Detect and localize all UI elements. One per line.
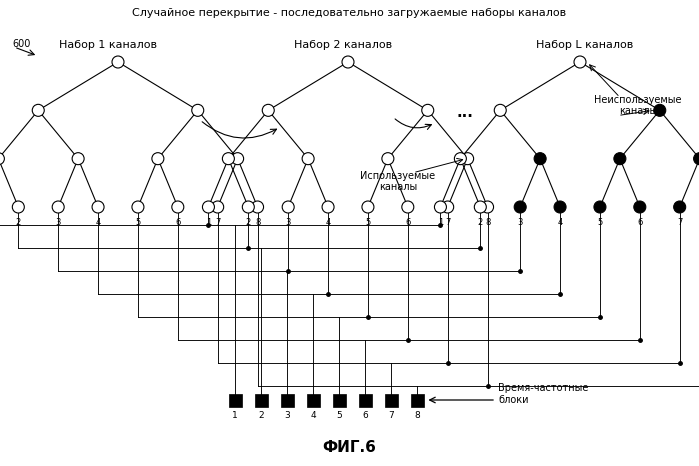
Circle shape xyxy=(594,201,606,213)
Text: 8: 8 xyxy=(255,218,260,227)
Bar xyxy=(333,393,345,406)
Circle shape xyxy=(243,201,254,213)
Text: Набор 1 каналов: Набор 1 каналов xyxy=(59,40,157,50)
Text: 1: 1 xyxy=(232,411,238,419)
Text: 7: 7 xyxy=(215,218,220,227)
Text: 6: 6 xyxy=(637,218,642,227)
Circle shape xyxy=(475,201,487,213)
Circle shape xyxy=(402,201,414,213)
Circle shape xyxy=(482,201,493,213)
Circle shape xyxy=(461,153,474,164)
Text: Используемые
каналы: Используемые каналы xyxy=(361,171,435,192)
Text: Случайное перекрытие - последовательно загружаемые наборы каналов: Случайное перекрытие - последовательно з… xyxy=(132,8,566,18)
Circle shape xyxy=(554,201,566,213)
Bar xyxy=(359,393,371,406)
Circle shape xyxy=(52,201,64,213)
Circle shape xyxy=(192,104,203,116)
Circle shape xyxy=(362,201,374,213)
Text: 5: 5 xyxy=(366,218,370,227)
Text: 2: 2 xyxy=(15,218,21,227)
Circle shape xyxy=(252,201,264,213)
Circle shape xyxy=(262,104,274,116)
Circle shape xyxy=(454,153,466,164)
Text: 6: 6 xyxy=(175,218,180,227)
Text: 8: 8 xyxy=(485,218,490,227)
Text: 6: 6 xyxy=(362,411,368,419)
Circle shape xyxy=(302,153,314,164)
Text: 3: 3 xyxy=(55,218,61,227)
Text: 7: 7 xyxy=(677,218,682,227)
Circle shape xyxy=(231,153,244,164)
Text: 4: 4 xyxy=(96,218,101,227)
Circle shape xyxy=(222,153,234,164)
Bar xyxy=(306,393,319,406)
Circle shape xyxy=(13,201,24,213)
Text: 8: 8 xyxy=(414,411,420,419)
Text: Набор 2 каналов: Набор 2 каналов xyxy=(294,40,392,50)
Bar xyxy=(254,393,268,406)
Circle shape xyxy=(212,201,224,213)
Text: 5: 5 xyxy=(598,218,603,227)
Text: Набор L каналов: Набор L каналов xyxy=(536,40,633,50)
Text: ...: ... xyxy=(456,105,473,120)
Text: Неиспользуемые
каналы: Неиспользуемые каналы xyxy=(594,95,682,116)
Text: 1: 1 xyxy=(206,218,211,227)
Circle shape xyxy=(132,201,144,213)
Bar xyxy=(280,393,294,406)
Circle shape xyxy=(514,201,526,213)
Circle shape xyxy=(574,56,586,68)
Circle shape xyxy=(92,201,104,213)
Text: 7: 7 xyxy=(388,411,394,419)
Circle shape xyxy=(435,201,447,213)
Circle shape xyxy=(654,104,665,116)
Text: 600: 600 xyxy=(12,39,30,49)
Text: 2: 2 xyxy=(258,411,264,419)
Circle shape xyxy=(442,201,454,213)
Circle shape xyxy=(72,153,84,164)
Circle shape xyxy=(203,201,215,213)
Text: Время-частотные
блоки: Время-частотные блоки xyxy=(498,383,589,405)
Text: 1: 1 xyxy=(438,218,443,227)
Text: 5: 5 xyxy=(336,411,342,419)
Bar xyxy=(410,393,424,406)
Text: 4: 4 xyxy=(557,218,563,227)
Text: ФИГ.6: ФИГ.6 xyxy=(322,440,376,455)
Circle shape xyxy=(172,201,184,213)
Text: 2: 2 xyxy=(477,218,483,227)
Circle shape xyxy=(282,201,294,213)
Text: 2: 2 xyxy=(245,218,251,227)
Circle shape xyxy=(674,201,686,213)
Circle shape xyxy=(0,153,4,164)
Circle shape xyxy=(382,153,394,164)
Text: 5: 5 xyxy=(136,218,140,227)
Circle shape xyxy=(634,201,646,213)
Circle shape xyxy=(614,153,626,164)
Circle shape xyxy=(693,153,699,164)
Text: 4: 4 xyxy=(326,218,331,227)
Bar xyxy=(384,393,398,406)
Text: 6: 6 xyxy=(405,218,410,227)
Text: 3: 3 xyxy=(517,218,523,227)
Text: 3: 3 xyxy=(285,218,291,227)
Circle shape xyxy=(112,56,124,68)
Text: 4: 4 xyxy=(310,411,316,419)
Circle shape xyxy=(494,104,506,116)
Circle shape xyxy=(342,56,354,68)
Circle shape xyxy=(152,153,164,164)
Circle shape xyxy=(32,104,44,116)
Bar xyxy=(229,393,241,406)
Circle shape xyxy=(534,153,546,164)
Circle shape xyxy=(421,104,434,116)
Text: 7: 7 xyxy=(445,218,450,227)
Circle shape xyxy=(322,201,334,213)
Text: 3: 3 xyxy=(284,411,290,419)
